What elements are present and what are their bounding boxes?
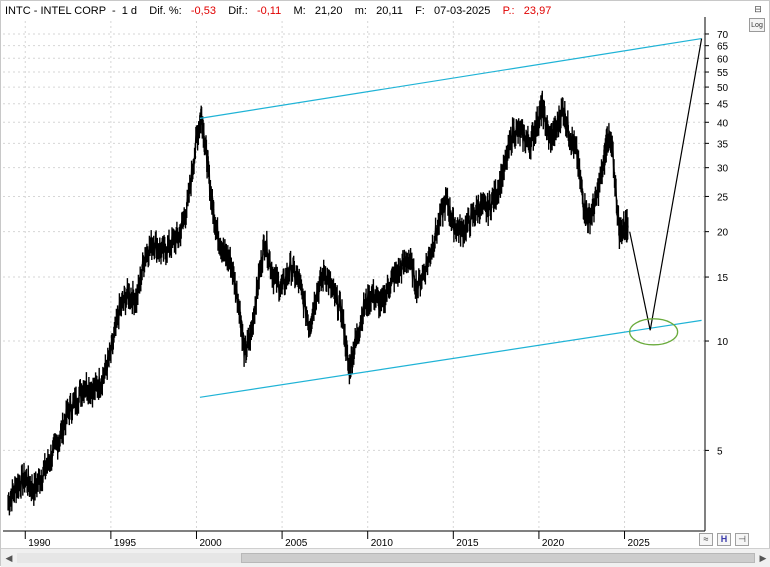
min-label: m: xyxy=(354,5,367,17)
dif-value: -0,11 xyxy=(256,5,282,17)
price-series xyxy=(7,90,629,516)
log-scale-button[interactable]: Log xyxy=(749,18,765,32)
y-tick-label: 70 xyxy=(717,30,729,41)
y-tick-label: 5 xyxy=(717,446,723,457)
dif-pct-value: -0,53 xyxy=(190,5,216,17)
scroll-track[interactable] xyxy=(17,553,755,563)
scroll-left-icon[interactable]: ◀ xyxy=(5,553,13,563)
y-tick-label: 60 xyxy=(717,54,729,65)
drawing-overlays[interactable] xyxy=(199,37,703,398)
projection-line xyxy=(629,38,703,331)
symbol-label: INTC - INTEL CORP xyxy=(5,5,106,17)
price-line xyxy=(7,90,629,516)
x-tick-label: 2005 xyxy=(285,538,308,548)
target-ellipse xyxy=(628,318,679,346)
y-tick-label: 15 xyxy=(717,273,729,284)
date-value: 07-03-2025 xyxy=(434,5,491,17)
channel-upper-line xyxy=(199,37,702,119)
y-tick-label: 20 xyxy=(717,228,729,239)
y-tick-label: 30 xyxy=(717,164,729,175)
wave-icon[interactable]: ≈ xyxy=(699,533,713,546)
y-tick-label: 25 xyxy=(717,192,729,203)
horizontal-scrollbar[interactable]: ◀ ▶ xyxy=(1,548,770,567)
h-icon[interactable]: H xyxy=(717,533,731,546)
y-tick-label: 40 xyxy=(717,118,729,129)
y-tick-label: 10 xyxy=(717,337,729,348)
y-tick-label: 65 xyxy=(717,42,729,53)
date-label: F: xyxy=(415,5,425,17)
y-tick-label: 35 xyxy=(717,139,729,150)
axes xyxy=(3,17,709,539)
min-value: 20,11 xyxy=(376,5,403,17)
price-value: 23,97 xyxy=(523,5,552,17)
grid xyxy=(3,21,705,531)
scroll-right-icon[interactable]: ▶ xyxy=(759,553,767,563)
x-tick-label: 2010 xyxy=(371,538,394,548)
chart-header: INTC - INTEL CORP - 1 d Dif. %: -0,53 Di… xyxy=(5,5,552,17)
pin-icon[interactable]: ⊣ xyxy=(735,533,749,546)
dif-label: Dif.: xyxy=(228,5,248,17)
x-tick-label: 2025 xyxy=(628,538,651,548)
dif-pct-label: Dif. %: xyxy=(149,5,182,17)
y-tick-label: 55 xyxy=(717,68,729,79)
x-tick-label: 1995 xyxy=(114,538,137,548)
x-tick-label: 2000 xyxy=(199,538,222,548)
scroll-thumb[interactable] xyxy=(241,553,755,563)
channel-lower-line xyxy=(199,319,702,398)
y-tick-label: 45 xyxy=(717,100,729,111)
max-label: M: xyxy=(293,5,306,17)
max-value: 21,20 xyxy=(314,5,343,17)
x-tick-label: 2020 xyxy=(542,538,565,548)
price-label: P.: xyxy=(502,5,515,17)
x-tick-label: 2015 xyxy=(456,538,479,548)
x-tick-label: 1990 xyxy=(28,538,51,548)
interval-label: 1 d xyxy=(121,5,138,17)
y-tick-label: 50 xyxy=(717,83,729,94)
chart-tools: ≈ H ⊣ xyxy=(697,532,757,548)
minimize-button[interactable]: ⊟ xyxy=(754,4,762,14)
